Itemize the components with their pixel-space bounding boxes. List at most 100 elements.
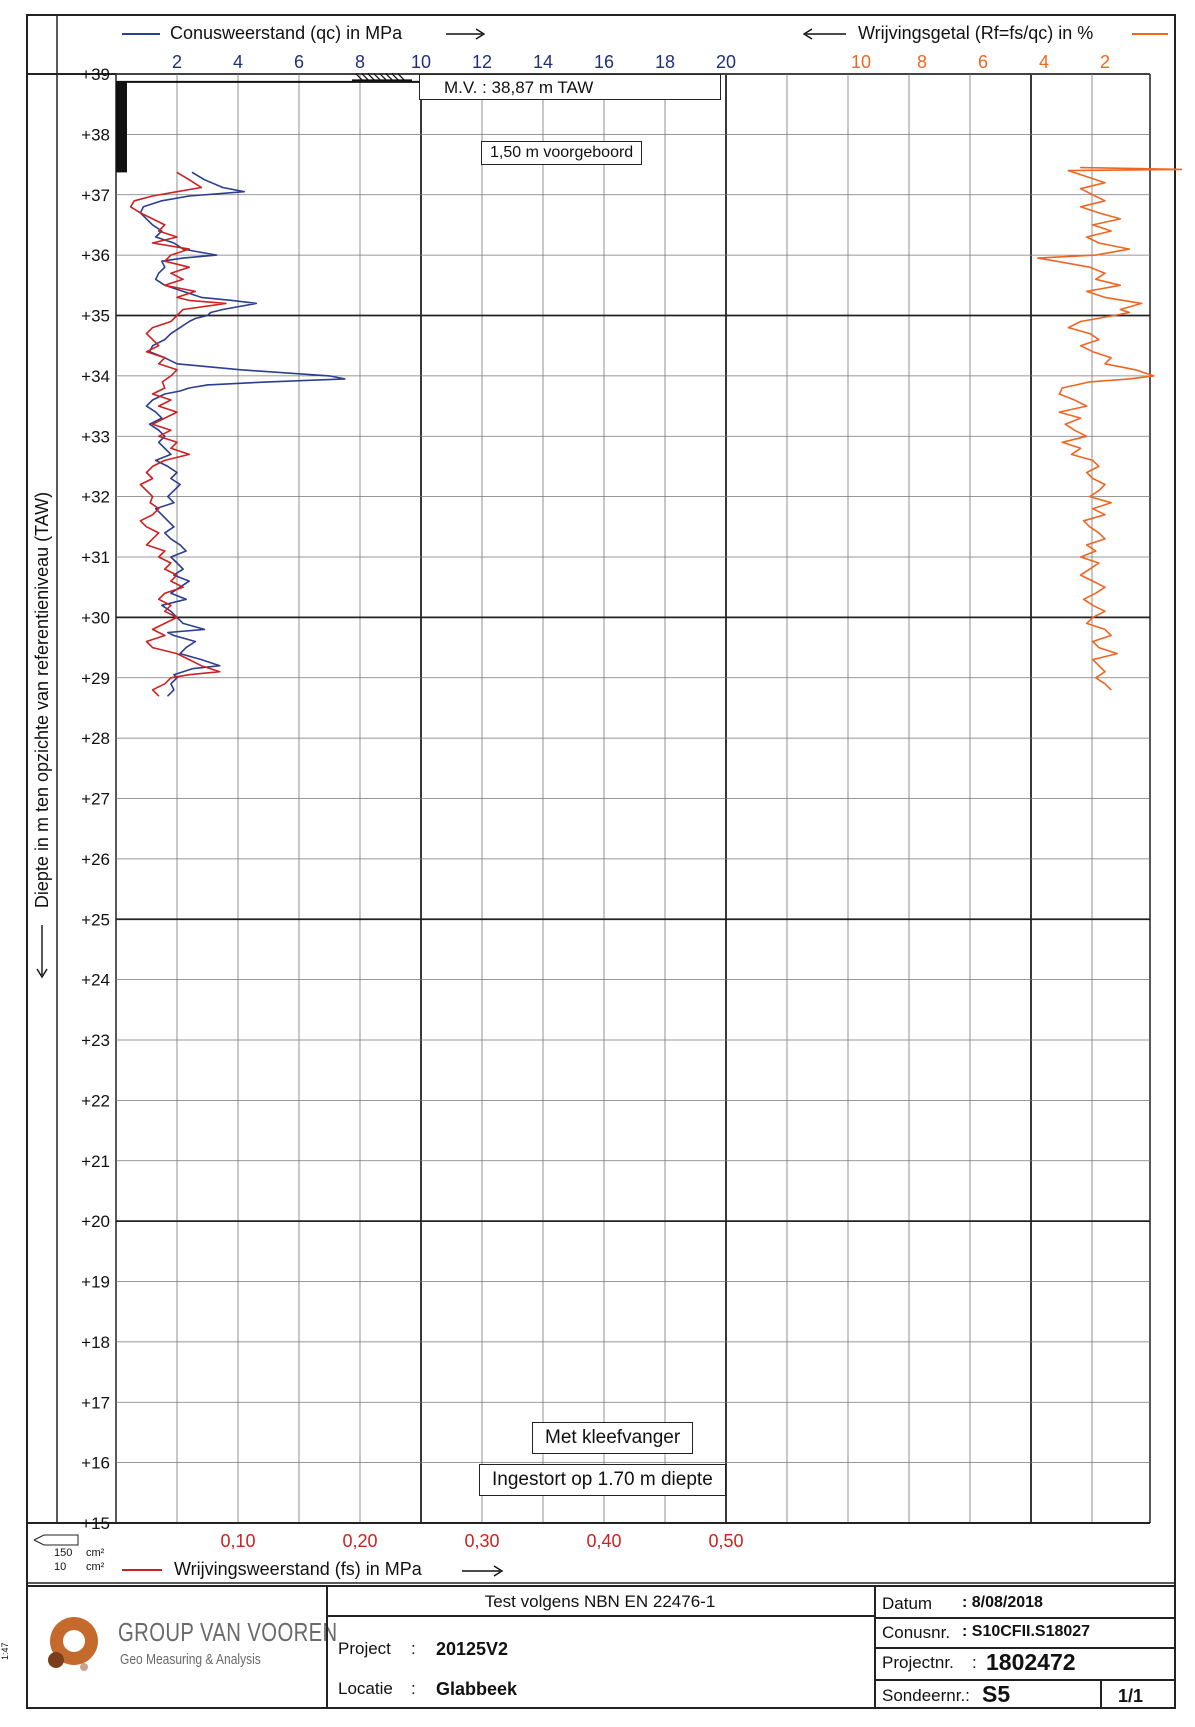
data-point-rf: [1134, 369, 1137, 371]
cone-area-legend: 150 cm² 10 cm²: [30, 1533, 112, 1581]
data-point-qc: [188, 195, 190, 197]
data-point-fs: [176, 653, 178, 655]
data-point-fs: [152, 514, 154, 516]
qc-tick-label: 10: [411, 52, 431, 72]
depth-tick-label: +37: [81, 186, 110, 205]
data-point-rf: [1098, 465, 1100, 467]
data-point-fs: [188, 674, 190, 676]
data-point-qc: [170, 683, 172, 685]
fs-tick-label: 0,20: [342, 1531, 377, 1551]
data-point-fs: [176, 616, 178, 619]
data-point-fs: [182, 308, 184, 311]
project-colon: :: [411, 1639, 416, 1658]
data-point-qc: [240, 369, 242, 371]
data-point-rf: [1092, 224, 1094, 226]
data-point-rf: [1128, 311, 1130, 314]
data-point-fs: [170, 429, 172, 431]
data-point-fs: [152, 423, 154, 425]
depth-tick-label: +26: [81, 850, 110, 869]
data-point-rf: [1128, 248, 1130, 250]
data-point-rf: [1055, 260, 1057, 262]
data-point-fs: [158, 435, 160, 437]
data-point-fs: [158, 598, 160, 600]
fs-tick-label: 0,50: [708, 1531, 743, 1551]
data-point-qc: [167, 695, 169, 697]
data-point-fs: [170, 580, 172, 582]
data-point-rf: [1098, 242, 1100, 244]
data-point-qc: [182, 671, 184, 673]
data-point-qc: [173, 634, 175, 637]
depth-tick-label: +24: [81, 971, 110, 990]
data-point-rf: [1128, 378, 1130, 380]
data-point-rf: [1086, 435, 1088, 437]
depth-tick-label: +19: [81, 1273, 110, 1292]
data-point-fs: [188, 248, 190, 250]
data-point-rf: [1083, 598, 1085, 600]
data-point-fs: [164, 260, 166, 262]
data-point-fs: [170, 375, 172, 377]
data-point-rf: [1080, 417, 1082, 419]
data-point-rf: [1098, 532, 1100, 534]
data-point-qc: [155, 278, 157, 280]
data-point-fs: [219, 671, 221, 673]
data-point-rf: [1092, 640, 1094, 643]
data-point-qc: [191, 668, 193, 670]
data-point-rf: [1104, 182, 1106, 184]
data-point-qc: [179, 653, 181, 655]
projectnr-value: 1802472: [986, 1649, 1076, 1675]
data-point-rf: [1080, 447, 1082, 449]
data-point-qc: [164, 447, 166, 449]
data-point-rf: [1089, 333, 1091, 335]
data-point-rf: [1070, 453, 1073, 455]
data-point-fs: [158, 230, 160, 232]
conus-value: : S10CFII.S18027: [962, 1623, 1091, 1640]
data-point-rf: [1095, 677, 1097, 679]
logo-icon: [48, 1617, 98, 1671]
data-point-qc: [145, 405, 148, 407]
data-point-qc: [194, 640, 196, 643]
qc-tick-label: 18: [655, 52, 675, 72]
qc-tick-label: 2: [172, 52, 182, 72]
data-point-qc: [185, 550, 187, 552]
depth-tick-label: +28: [81, 729, 110, 748]
data-point-qc: [167, 631, 169, 634]
data-point-fs: [158, 556, 160, 558]
data-point-qc: [167, 465, 169, 467]
data-point-fs: [152, 327, 154, 329]
data-point-rf: [1098, 212, 1100, 214]
data-point-fs: [164, 683, 166, 685]
data-point-fs: [152, 647, 154, 649]
rf-tick-label: 8: [917, 52, 927, 72]
projectnr-colon: :: [972, 1653, 977, 1672]
data-point-qc: [194, 317, 196, 320]
data-point-qc: [158, 272, 160, 274]
data-point-rf: [1080, 556, 1082, 558]
data-point-qc: [173, 502, 175, 504]
data-point-rf: [1104, 296, 1106, 298]
rf-tick-label: 2: [1100, 52, 1110, 72]
data-point-qc: [170, 477, 172, 480]
projectnr-label: Projectnr.: [882, 1653, 954, 1672]
datum-label: Datum: [882, 1594, 933, 1613]
data-point-rf: [1110, 502, 1112, 504]
info-vline: [1100, 1679, 1102, 1709]
data-point-qc: [206, 384, 209, 386]
data-point-rf: [1092, 194, 1094, 196]
data-point-fs: [152, 242, 154, 244]
data-point-rf: [1061, 387, 1063, 389]
data-point-rf: [1104, 538, 1106, 540]
depth-tick-label: +15: [81, 1514, 110, 1533]
data-point-qc: [161, 604, 163, 606]
data-point-rf: [1110, 634, 1112, 637]
data-point-rf: [1095, 278, 1097, 280]
data-point-qc: [170, 556, 172, 558]
data-point-qc: [173, 689, 175, 691]
data-point-rf: [1080, 345, 1082, 347]
rf-axis-title: Wrijvingsgetal (Rf=fs/qc) in %: [858, 23, 1093, 43]
data-point-fs: [170, 447, 172, 449]
data-point-rf: [1104, 272, 1106, 274]
data-point-qc: [173, 674, 175, 676]
data-point-qc: [206, 314, 209, 317]
data-point-qc: [176, 363, 178, 365]
data-point-qc: [170, 538, 172, 540]
